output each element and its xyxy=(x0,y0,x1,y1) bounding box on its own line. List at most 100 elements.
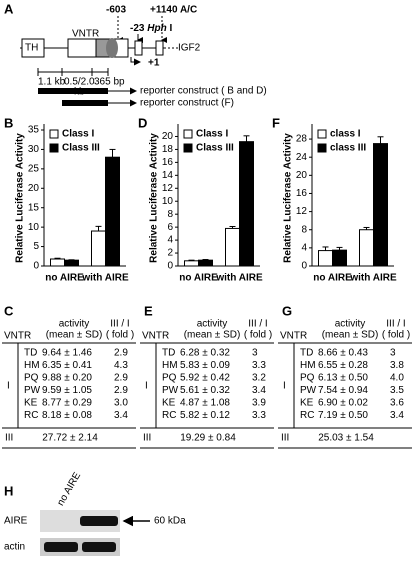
panel-label: G xyxy=(282,303,292,318)
y-tick-label: 16 xyxy=(296,188,308,199)
band xyxy=(80,516,118,526)
row-activity: 4.87 ± 1.08 xyxy=(180,398,230,409)
bar xyxy=(198,259,213,267)
group-label: I xyxy=(283,381,286,392)
table-header: III / I xyxy=(248,319,267,330)
construct-bar xyxy=(38,88,108,94)
x-tick-label: with AIRE xyxy=(81,273,129,284)
x-tick-label: with AIRE xyxy=(349,273,397,284)
y-tick-label: 10 xyxy=(162,196,174,207)
group-label: III xyxy=(281,433,289,444)
y-tick-label: 18 xyxy=(162,144,174,155)
exon xyxy=(155,40,164,56)
row-fold: 3.5 xyxy=(390,385,404,396)
group-label: I xyxy=(145,381,148,392)
row-fold: 3.2 xyxy=(252,373,266,384)
table-header: activity xyxy=(335,319,366,330)
row-name: HM xyxy=(24,360,40,371)
site-label: -23 Hph I xyxy=(130,23,172,34)
construct-label: reporter construct (F) xyxy=(140,98,234,109)
row-activity: 9.59 ± 1.05 xyxy=(42,385,92,396)
row-name: KE xyxy=(24,398,38,409)
legend-label: Class III xyxy=(62,143,100,154)
row-name: PQ xyxy=(24,373,39,384)
gene-label: IGF2 xyxy=(178,43,201,54)
row-fold: 3.8 xyxy=(390,360,404,371)
x-tick-label: no AIRE xyxy=(179,273,218,284)
row-activity: 19.29 ± 0.84 xyxy=(180,433,236,444)
bar xyxy=(332,249,347,267)
row-name: RC xyxy=(162,410,176,421)
y-tick-label: 2 xyxy=(167,248,173,259)
row-name: PQ xyxy=(162,373,177,384)
row-activity: 25.03 ± 1.54 xyxy=(318,433,374,444)
panel-label: H xyxy=(4,483,13,498)
legend-label: Class I xyxy=(196,129,228,140)
row-activity: 7.54 ± 0.94 xyxy=(318,385,368,396)
bar xyxy=(225,227,240,267)
row-activity: 6.13 ± 0.50 xyxy=(318,373,368,384)
y-tick-label: 30 xyxy=(28,144,40,155)
row-fold: 3.6 xyxy=(390,398,404,409)
y-axis-label: Relative Luciferase Activity xyxy=(149,133,160,263)
y-tick-label: 20 xyxy=(162,131,174,142)
row-name: PQ xyxy=(300,373,315,384)
y-tick-label: 5 xyxy=(33,241,39,252)
table-header: VNTR xyxy=(280,331,307,342)
y-tick-label: 25 xyxy=(28,163,40,174)
bar xyxy=(105,156,120,267)
gene-label: VNTR xyxy=(72,29,99,40)
y-tick-label: 0 xyxy=(301,261,307,272)
row-activity: 5.83 ± 0.09 xyxy=(180,360,230,371)
row-activity: 27.72 ± 2.14 xyxy=(42,433,98,444)
row-name: PW xyxy=(162,385,179,396)
legend-swatch xyxy=(49,129,59,139)
scale-label: 1.1 kb xyxy=(38,77,66,88)
row-name: TD xyxy=(162,348,175,359)
y-tick-label: 8 xyxy=(167,209,173,220)
size-label: 60 kDa xyxy=(154,516,186,527)
row-activity: 5.61 ± 0.32 xyxy=(180,385,230,396)
y-tick-label: 10 xyxy=(28,222,40,233)
row-fold: 3 xyxy=(390,348,396,359)
row-activity: 9.88 ± 0.20 xyxy=(42,373,92,384)
row-name: TD xyxy=(300,348,313,359)
row-activity: 8.77 ± 0.29 xyxy=(42,398,92,409)
igf2-bg xyxy=(178,42,200,54)
row-activity: 5.92 ± 0.42 xyxy=(180,373,230,384)
row-fold: 2.9 xyxy=(114,348,128,359)
tss-label: +1 xyxy=(148,58,160,69)
row-fold: 3.4 xyxy=(390,410,404,421)
row-activity: 6.55 ± 0.28 xyxy=(318,360,368,371)
table-header: ( fold ) xyxy=(106,330,134,341)
tss-arrow xyxy=(130,57,141,66)
row-activity: 6.28 ± 0.32 xyxy=(180,348,230,359)
group-label: III xyxy=(5,433,13,444)
legend-label: class III xyxy=(330,143,366,154)
panel-label: D xyxy=(138,115,147,130)
lane-label: no AIRE xyxy=(55,470,83,508)
y-tick-label: 0 xyxy=(167,261,173,272)
exon xyxy=(134,40,143,56)
site-label: +1140 A/C xyxy=(150,5,197,16)
table-header: III / I xyxy=(110,319,129,330)
table-header: VNTR xyxy=(4,331,31,342)
row-fold: 3.3 xyxy=(252,360,266,371)
row-fold: 3.3 xyxy=(252,410,266,421)
bar xyxy=(184,260,199,267)
y-tick-label: 4 xyxy=(301,243,307,254)
table-header: ( fold ) xyxy=(382,330,410,341)
row-name: TD xyxy=(24,348,37,359)
row-activity: 6.90 ± 0.02 xyxy=(318,398,368,409)
y-axis-label: Relative Luciferase Activity xyxy=(15,133,26,263)
table-header: III / I xyxy=(386,319,405,330)
panel-a: A -603 -23 Hph I +1140 A/C TH VNTR IGF2 … xyxy=(4,1,267,108)
row-fold: 3.9 xyxy=(252,398,266,409)
y-tick-label: 12 xyxy=(162,183,174,194)
legend-label: Class III xyxy=(196,143,234,154)
legend-swatch xyxy=(317,129,327,139)
table-header: activity xyxy=(197,319,228,330)
scale-label: 0.5/2.0 xyxy=(64,77,95,88)
x-tick-label: no AIRE xyxy=(313,273,352,284)
